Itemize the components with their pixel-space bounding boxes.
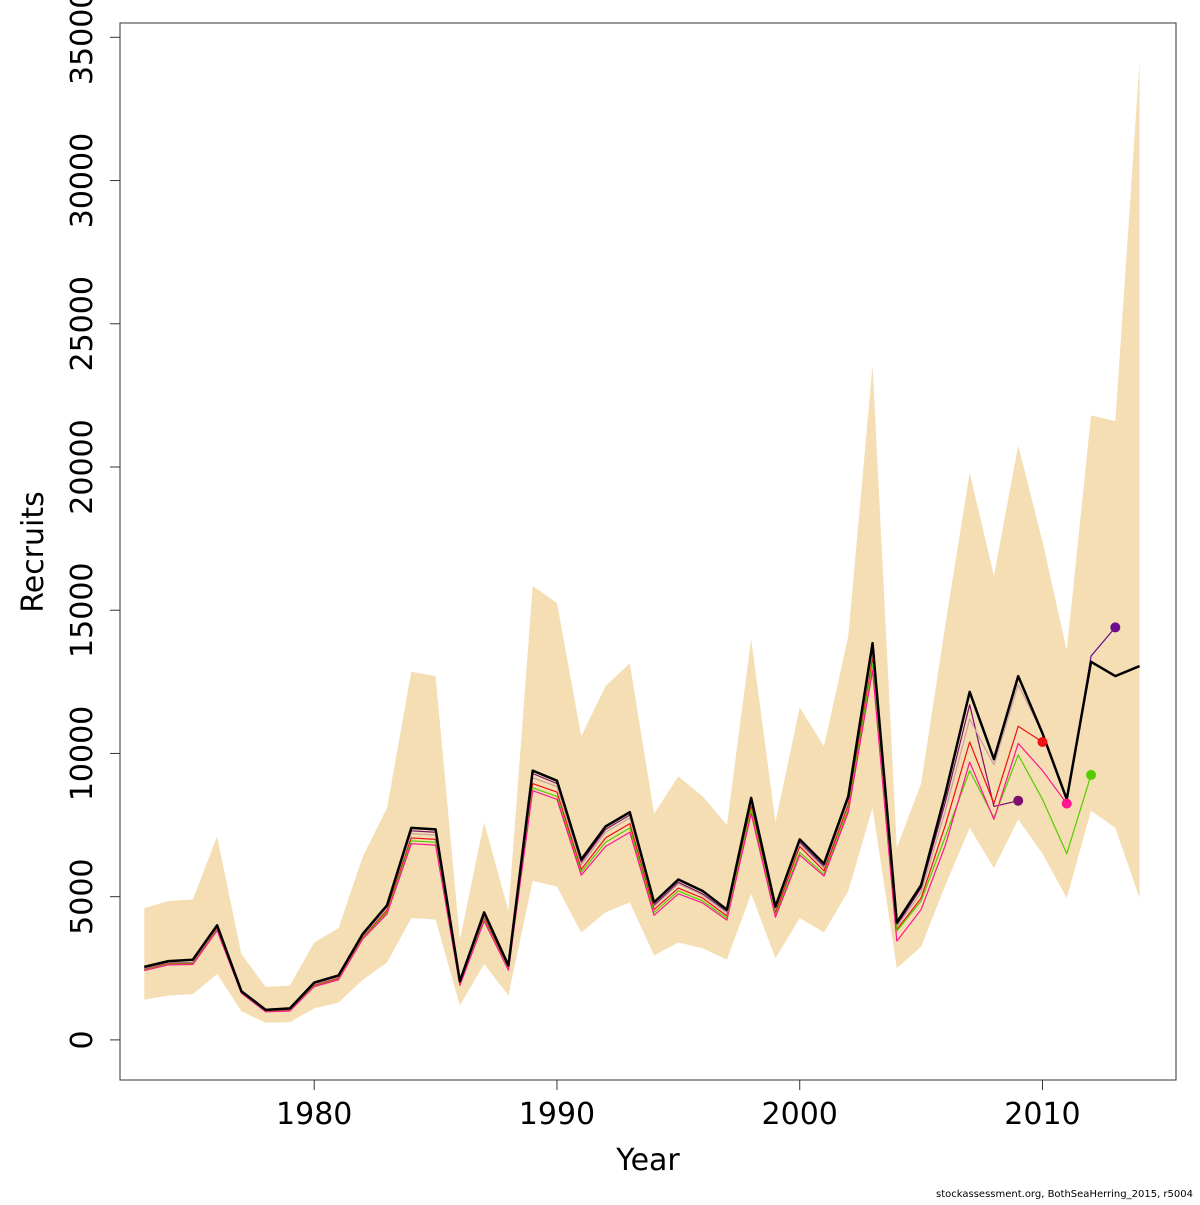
confidence-band-layer <box>144 61 1140 1023</box>
endpoint-marker-1 <box>1013 795 1024 806</box>
y-tick-label: 5000 <box>65 858 100 934</box>
series-layer <box>143 627 1141 1013</box>
x-tick-label: 2000 <box>762 1097 838 1132</box>
x-axis: 1980 1990 2000 2010 <box>276 1079 1081 1132</box>
y-tick-label: 30000 <box>65 133 100 228</box>
series-line-5 <box>144 669 1068 1013</box>
endpoint-marker-4 <box>1086 769 1097 780</box>
source-note: stockassessment.org, BothSeaHerring_2015… <box>936 1189 1193 1200</box>
y-axis-title: Recruits <box>16 491 51 613</box>
x-tick-label: 1990 <box>519 1097 595 1132</box>
confidence-band <box>144 61 1140 1023</box>
endpoint-marker-5 <box>1110 622 1121 633</box>
y-axis: 0 5000 10000 15000 20000 25000 30000 35000 <box>65 0 121 1049</box>
y-tick-label: 35000 <box>65 0 100 85</box>
y-tick-label: 0 <box>65 1030 100 1049</box>
endpoint-marker-2 <box>1037 736 1048 747</box>
endpoint-marker-3 <box>1061 798 1072 809</box>
y-tick-label: 10000 <box>65 706 100 801</box>
y-tick-label: 25000 <box>65 276 100 371</box>
y-tick-label: 15000 <box>65 563 100 658</box>
endpoint-markers-layer <box>1013 622 1121 809</box>
y-tick-label: 20000 <box>65 419 100 514</box>
x-tick-label: 2010 <box>1004 1097 1080 1132</box>
x-axis-title: Year <box>615 1143 680 1178</box>
series-line-main <box>143 641 1141 1012</box>
x-tick-label: 1980 <box>276 1097 352 1132</box>
